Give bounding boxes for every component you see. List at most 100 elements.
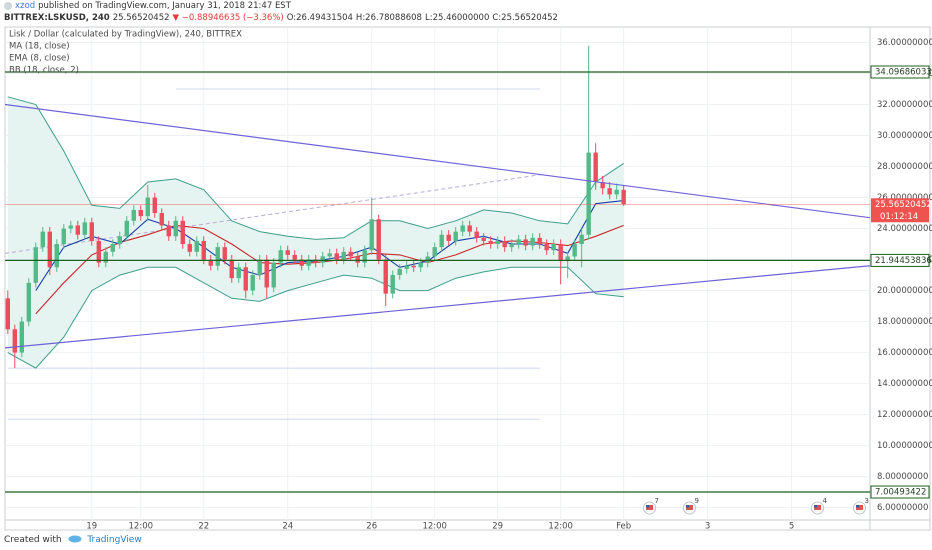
candle-body bbox=[432, 247, 437, 257]
candle-body bbox=[404, 265, 409, 269]
y-tick-label: 36.00000000 bbox=[877, 38, 932, 48]
candle-body bbox=[348, 251, 353, 257]
x-tick-label: 24 bbox=[282, 522, 293, 532]
candle-body bbox=[621, 189, 626, 205]
level-label-box bbox=[870, 65, 930, 79]
candle-body bbox=[152, 197, 157, 214]
candle-body bbox=[208, 259, 213, 266]
created-with: Created with bbox=[4, 535, 62, 545]
candle-body bbox=[530, 237, 535, 246]
candle-body bbox=[19, 321, 24, 353]
candle-body bbox=[194, 240, 199, 252]
candle-body bbox=[243, 267, 248, 291]
level-label: 34.09686033 bbox=[875, 68, 932, 78]
candle-body bbox=[558, 244, 563, 262]
candle-body bbox=[117, 236, 122, 245]
event-flag-canton bbox=[646, 505, 650, 508]
y-tick-label: 24.00000000 bbox=[877, 224, 932, 234]
level-label: 7.00493422 bbox=[875, 488, 926, 498]
candle-body bbox=[502, 240, 507, 248]
legend-title: Lisk / Dollar (calculated by TradingView… bbox=[9, 30, 242, 40]
y-tick-label: 20.00000000 bbox=[877, 286, 932, 296]
candle-body bbox=[334, 253, 339, 260]
chart: 6.00000000 8.00000000 10.00000000 12.000000… bbox=[4, 26, 932, 532]
candle-body bbox=[47, 231, 52, 268]
x-tick-label: 3 bbox=[705, 522, 710, 532]
candle-body bbox=[341, 251, 346, 260]
candle-body bbox=[614, 189, 619, 195]
candle-body bbox=[250, 275, 255, 291]
event-flag bbox=[685, 505, 693, 510]
candle-body bbox=[383, 259, 388, 294]
avatar bbox=[4, 1, 12, 10]
x-tick-label: 12:00 bbox=[129, 522, 154, 532]
low: L:25.46000000 bbox=[424, 13, 490, 23]
candle-body bbox=[264, 259, 269, 288]
candle-body bbox=[96, 240, 101, 263]
candle-body bbox=[418, 262, 423, 268]
event-count: 3 bbox=[865, 497, 869, 505]
high: H:26.78088608 bbox=[355, 13, 422, 23]
candle-body bbox=[271, 262, 276, 288]
x-tick-label: 12:00 bbox=[422, 522, 447, 532]
candle-body bbox=[411, 265, 416, 268]
candle-body bbox=[390, 275, 395, 294]
open: O:26.49431504 bbox=[286, 13, 353, 23]
publish-line: xzod published on TradingView.com, Januar… bbox=[4, 1, 294, 11]
candle-body bbox=[292, 254, 297, 260]
legend-entry: MA (18, close) bbox=[9, 42, 70, 52]
published: published on TradingView.com, January 31… bbox=[38, 1, 291, 11]
candle-body bbox=[201, 240, 206, 260]
x-tick-label: 19 bbox=[86, 522, 97, 532]
candle-body bbox=[439, 234, 444, 248]
level-label-box bbox=[870, 253, 930, 267]
candle-body bbox=[509, 244, 514, 248]
candle-body bbox=[89, 222, 94, 241]
candle-body bbox=[215, 247, 220, 266]
candle-body bbox=[320, 256, 325, 263]
y-tick-label: 32.00000000 bbox=[877, 100, 932, 110]
candle-body bbox=[54, 244, 59, 268]
y-tick-label: 14.00000000 bbox=[877, 379, 932, 389]
x-tick-label: Feb bbox=[616, 522, 631, 532]
brand[interactable]: TradingView bbox=[87, 535, 142, 545]
x-tick-label: 5 bbox=[789, 522, 794, 532]
event-flag-canton bbox=[856, 505, 860, 508]
candle-body bbox=[26, 282, 31, 322]
legend-entry: EMA (8, close) bbox=[9, 54, 70, 64]
grid bbox=[5, 27, 870, 520]
candle-body bbox=[236, 267, 241, 279]
candle-body bbox=[460, 225, 465, 232]
y-tick-label: 12.00000000 bbox=[877, 410, 932, 420]
candle-body bbox=[362, 250, 367, 263]
y-tick-label: 16.00000000 bbox=[877, 348, 932, 358]
trendline bbox=[5, 103, 870, 219]
candle-body bbox=[579, 234, 584, 245]
footer: Created with TradingView bbox=[4, 533, 142, 545]
candle-body bbox=[453, 231, 458, 241]
candle-body bbox=[299, 259, 304, 266]
legend: Lisk / Dollar (calculated by TradingView… bbox=[9, 30, 242, 76]
legend-entry: BB (18, close, 2) bbox=[9, 66, 79, 76]
candle-body bbox=[327, 253, 332, 257]
event-flag-canton bbox=[814, 505, 818, 508]
axes: 6.00000000 8.00000000 10.00000000 12.000000… bbox=[86, 38, 932, 531]
candle-body bbox=[103, 251, 108, 263]
candle-body bbox=[495, 240, 500, 245]
author[interactable]: xzod bbox=[15, 1, 36, 11]
price-label-box bbox=[871, 198, 929, 223]
candle-body bbox=[229, 259, 234, 279]
candle-body bbox=[397, 268, 402, 276]
x-tick-label: 29 bbox=[492, 522, 503, 532]
candle-body bbox=[516, 239, 521, 245]
event-flag bbox=[646, 505, 654, 510]
candle-body bbox=[110, 244, 115, 252]
candle-body bbox=[467, 225, 472, 232]
event-flag bbox=[814, 505, 822, 510]
candle-body bbox=[257, 259, 262, 276]
event-count: 9 bbox=[694, 497, 698, 505]
candle-body bbox=[5, 298, 10, 330]
band-fill bbox=[7, 96, 624, 369]
level-label: 21.94453836 bbox=[875, 256, 932, 266]
